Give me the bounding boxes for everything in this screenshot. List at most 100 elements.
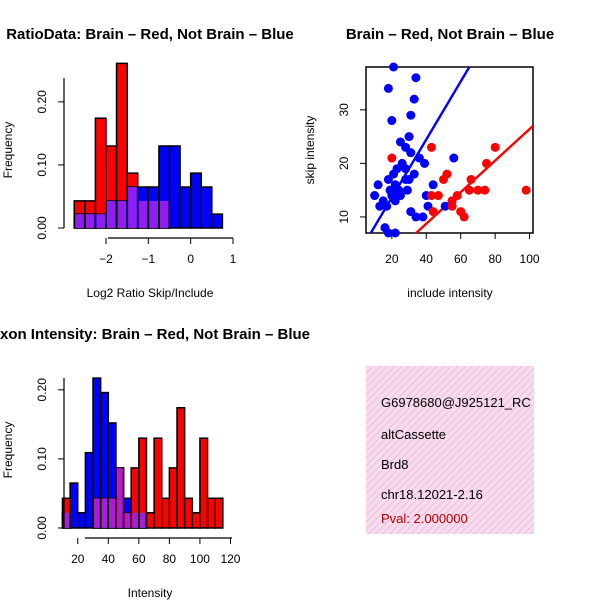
ratio-hist-ytick-label-2: 0.20	[35, 90, 49, 114]
ratio-hist-bar-red-2	[94, 117, 107, 229]
intensity-hist-bar-red-20	[214, 497, 224, 529]
ratio-hist-bars	[73, 62, 224, 229]
scatter-point-red-14	[426, 191, 436, 201]
info-panel-box: G6978680@J925121_RC altCassette Brd8 chr…	[366, 366, 534, 534]
scatter-point-blue-8	[395, 137, 405, 147]
scatter-point-blue-2	[383, 83, 393, 93]
scatter-plot: Brain – Red, Not Brain – Blue 20 40 60 80 10…	[303, 26, 554, 300]
intensity-hist-xtick-label-5: 120	[220, 552, 240, 566]
scatter-point-red-0	[387, 153, 397, 163]
scatter-point-blue-1	[411, 73, 421, 83]
ratio-hist-xtick-label-3: 1	[230, 252, 237, 266]
info-panel: G6978680@J925121_RC altCassette Brd8 chr…	[366, 366, 534, 534]
scatter-point-blue-20	[401, 174, 411, 184]
intensity-hist-overlap-10	[139, 512, 146, 528]
intensity-hist-overlap-5	[101, 498, 108, 528]
scatter-point-red-15	[438, 174, 448, 184]
intensity-hist-xtick-label-1: 40	[102, 552, 116, 566]
scatter-point-blue-42	[390, 228, 400, 238]
intensity-hist-overlap-0	[63, 512, 70, 528]
scatter-point-red-9	[473, 185, 483, 195]
scatter-point-blue-21	[409, 169, 419, 179]
intensity-hist-ticks: 0.00 0.10 0.20 20 40 60 80 100 120	[35, 378, 241, 566]
ratio-hist-overlap-7	[149, 200, 158, 228]
intensity-hist-bar-red-15	[176, 407, 186, 529]
ratio-hist-xtick-label-1: −1	[141, 252, 155, 266]
intensity-hist-xtick-label-3: 80	[163, 552, 177, 566]
ratio-hist-xtick-label-0: −2	[99, 252, 113, 266]
intensity-hist-xtick-label-2: 60	[132, 552, 146, 566]
scatter-point-red-2	[428, 207, 438, 217]
scatter-xtick-label-3: 80	[488, 252, 502, 266]
intensity-hist-xtick-label-0: 20	[71, 552, 85, 566]
ratio-hist-overlap-6	[138, 200, 148, 228]
intensity-hist-ytick-label-0: 0.00	[35, 516, 49, 540]
ratio-hist-ytick-label-1: 0.10	[35, 153, 49, 177]
intensity-hist-ytick-label-2: 0.20	[35, 378, 49, 402]
scatter-ticks: 20 40 60 80 100 10 20 30	[337, 103, 540, 266]
ratio-hist-overlap-0	[75, 214, 84, 228]
scatter-point-blue-39	[401, 164, 411, 174]
scatter-point-red-1	[426, 142, 436, 152]
ratio-hist-bar-blue-10	[179, 186, 192, 229]
ratio-hist-xtick-label-2: 0	[187, 252, 194, 266]
scatter-ytick-label-1: 20	[337, 156, 351, 170]
intensity-hist-overlap-9	[132, 512, 138, 528]
scatter-point-blue-15	[370, 191, 380, 201]
scatter-point-blue-28	[394, 185, 404, 195]
scatter-title: Brain – Red, Not Brain – Blue	[346, 26, 554, 43]
intensity-hist-bar-red-19	[206, 497, 216, 529]
scatter-frame	[365, 66, 534, 234]
intensity-hist-bar-red-17	[191, 512, 201, 529]
intensity-histogram: Exon Intensity: Brain – Red, Not Brain –…	[0, 326, 310, 600]
intensity-hist-bar-red-13	[160, 497, 171, 529]
ratio-hist-overlap-4	[117, 200, 127, 228]
scatter-xlabel: include intensity	[407, 286, 492, 300]
scatter-point-blue-3	[409, 94, 419, 104]
ratio-hist-overlap-2	[96, 214, 105, 228]
intensity-hist-bar-blue-2	[76, 512, 87, 529]
scatter-point-red-16	[521, 185, 531, 195]
scatter-point-red-3	[433, 191, 443, 201]
scatter-ytick-label-2: 30	[337, 103, 351, 117]
ratio-hist-overlap-8	[159, 200, 169, 228]
scatter-point-blue-14	[373, 180, 383, 190]
info-location: chr18.12021-2.16	[381, 487, 483, 502]
intensity-hist-ytick-label-1: 0.10	[35, 447, 49, 471]
intensity-hist-bar-red-12	[153, 437, 163, 529]
scatter-point-blue-5	[387, 116, 397, 126]
intensity-hist-bar-blue-3	[84, 451, 94, 529]
scatter-point-red-13	[456, 207, 466, 217]
scatter-point-red-6	[452, 191, 462, 201]
scatter-point-blue-29	[402, 185, 412, 195]
intensity-hist-bars	[61, 377, 224, 529]
ratio-histogram: RatioData: Brain – Red, Not Brain – Blue…	[1, 26, 294, 300]
ratio-hist-overlap-1	[85, 214, 95, 228]
scatter-point-blue-33	[428, 180, 438, 190]
ratio-hist-overlap-3	[106, 200, 116, 228]
scatter-point-red-10	[482, 158, 492, 168]
ratio-hist-bar-blue-9	[168, 145, 181, 229]
scatter-point-blue-6	[404, 132, 414, 142]
scatter-xtick-label-0: 20	[385, 252, 399, 266]
scatter-point-blue-31	[411, 212, 421, 222]
info-panel-background	[366, 366, 534, 534]
info-probe-id: G6978680@J925121_RC	[381, 395, 531, 410]
scatter-xtick-label-2: 60	[454, 252, 468, 266]
scatter-point-red-12	[447, 201, 457, 211]
scatter-point-red-18	[480, 185, 490, 195]
scatter-xtick-label-4: 100	[520, 252, 540, 266]
ratio-hist-title: RatioData: Brain – Red, Not Brain – Blue	[6, 26, 294, 43]
ratio-hist-bar-blue-13	[211, 213, 224, 229]
scatter-point-blue-4	[406, 110, 416, 120]
scatter-point-blue-36	[440, 201, 450, 211]
ratio-hist-bar-blue-11	[189, 172, 202, 229]
scatter-point-blue-43	[380, 223, 390, 233]
ratio-hist-overlap-5	[128, 187, 137, 228]
info-pval: Pval: 2.000000	[381, 511, 468, 526]
scatter-point-blue-34	[418, 212, 428, 222]
intensity-hist-overlap-6	[109, 498, 115, 528]
intensity-hist-xtick-label-4: 100	[190, 552, 210, 566]
intensity-hist-overlap-8	[124, 512, 131, 528]
